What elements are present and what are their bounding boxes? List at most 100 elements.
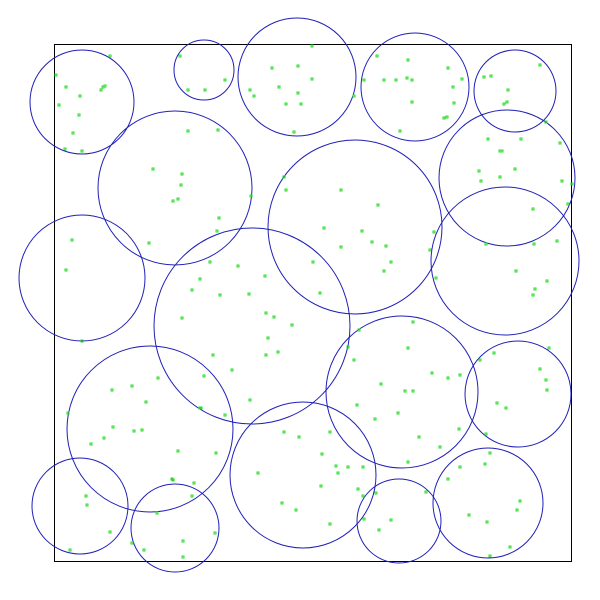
sample-point [280, 501, 284, 505]
sample-point [352, 94, 356, 98]
sample-point [506, 88, 510, 92]
sample-point [360, 229, 364, 233]
sample-point [284, 102, 288, 106]
sample-point [66, 411, 70, 415]
sample-point [498, 149, 502, 153]
sample-point [495, 401, 499, 405]
sample-point [290, 323, 294, 327]
sample-point [560, 179, 564, 183]
sample-point [171, 199, 175, 203]
sample-point [376, 203, 380, 207]
sample-point [467, 513, 471, 517]
sample-point [292, 130, 296, 134]
sample-point [252, 94, 256, 98]
sample-point [379, 382, 383, 386]
sample-point [515, 508, 519, 512]
sample-point [130, 541, 134, 545]
sample-point [458, 373, 462, 377]
sample-point [339, 245, 343, 249]
sample-point [328, 522, 332, 526]
sample-point [411, 320, 415, 324]
sample-point [299, 102, 303, 106]
sample-point [505, 100, 509, 104]
sample-point [211, 353, 215, 357]
circle-11 [153, 227, 351, 425]
sample-point [406, 460, 410, 464]
sample-point [142, 548, 146, 552]
sample-point [410, 100, 414, 104]
sample-point [181, 539, 185, 543]
sample-point [84, 494, 88, 498]
sample-point [346, 465, 350, 469]
sample-point [382, 78, 386, 82]
sample-point [296, 91, 300, 95]
sample-point [80, 149, 84, 153]
sample-point [102, 436, 106, 440]
sample-point [411, 389, 415, 393]
circle-10 [430, 186, 580, 336]
sample-point [80, 339, 84, 343]
sample-point [492, 351, 496, 355]
sample-point [489, 74, 493, 78]
sample-point [446, 376, 450, 380]
sample-point [208, 260, 212, 264]
sample-point [519, 137, 523, 141]
sample-point [155, 511, 159, 515]
sample-point [357, 328, 361, 332]
circle-13 [464, 340, 572, 448]
sample-point [236, 264, 240, 268]
sample-point [339, 188, 343, 192]
circle-6 [97, 110, 253, 266]
circle-15 [229, 401, 377, 549]
sample-point [310, 44, 314, 48]
points-layer [54, 44, 574, 559]
sample-point [478, 358, 482, 362]
sample-point [223, 78, 227, 82]
sample-point [108, 54, 112, 58]
sample-point [186, 129, 190, 133]
sample-point [277, 85, 281, 89]
circles-layer [18, 17, 580, 573]
sample-point [356, 487, 360, 491]
sample-point [85, 503, 89, 507]
sample-point [398, 129, 402, 133]
sample-point [377, 528, 381, 532]
sample-point [531, 207, 535, 211]
sample-point [389, 518, 393, 522]
sample-point [544, 378, 548, 382]
sample-point [296, 64, 300, 68]
sample-point [130, 384, 134, 388]
sample-point [484, 242, 488, 246]
sample-point [284, 188, 288, 192]
sample-point [570, 182, 574, 186]
sample-point [514, 269, 518, 273]
sample-point [215, 229, 219, 233]
sample-point [270, 66, 274, 70]
sample-point [110, 388, 114, 392]
sample-point [77, 113, 81, 117]
sample-point [389, 260, 393, 264]
sample-point [498, 175, 502, 179]
sample-point [346, 345, 350, 349]
sample-point [294, 508, 298, 512]
sample-point [320, 452, 324, 456]
sample-point [282, 175, 286, 179]
sample-point [484, 432, 488, 436]
sample-point [513, 167, 517, 171]
sample-point [384, 244, 388, 248]
sample-point [532, 242, 536, 246]
sample-point [547, 346, 551, 350]
sample-point [328, 430, 332, 434]
sample-point [179, 183, 183, 187]
sample-point [264, 311, 268, 315]
sample-point [452, 101, 456, 105]
sample-point [78, 94, 82, 98]
sample-point [151, 167, 155, 171]
sample-point [64, 85, 68, 89]
sample-point [186, 88, 190, 92]
sample-point [538, 63, 542, 67]
sample-point [566, 202, 570, 206]
sample-point [479, 179, 483, 183]
circle-18 [356, 478, 442, 564]
